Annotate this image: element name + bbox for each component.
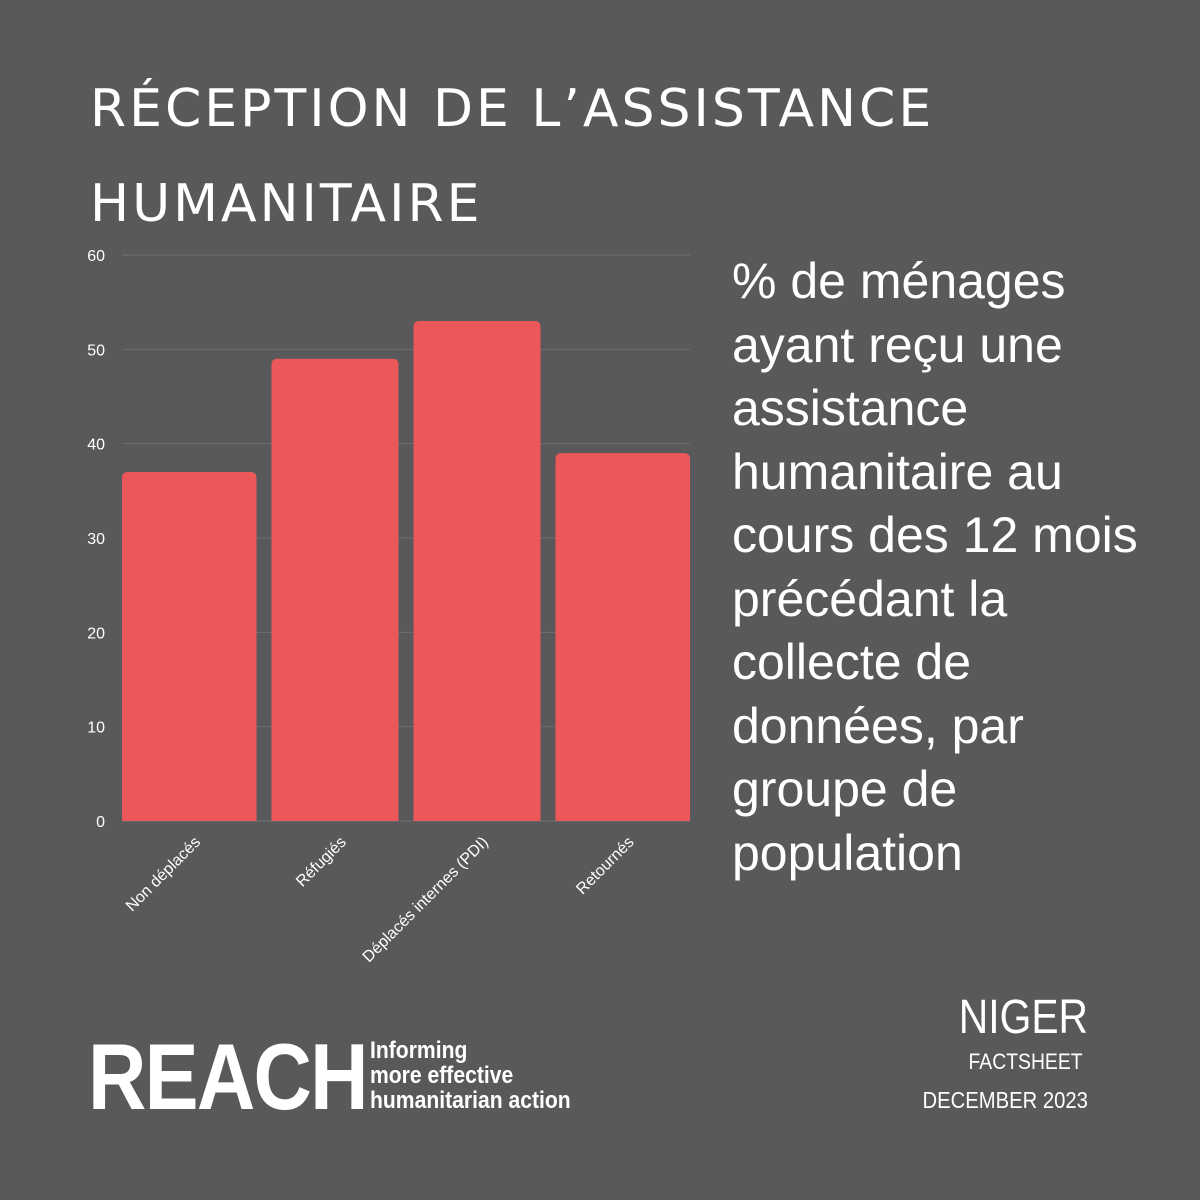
tagline-line-2: more effective	[370, 1062, 514, 1089]
y-tick-label: 30	[87, 531, 105, 548]
x-tick-label: Retournés	[573, 834, 637, 898]
y-tick-label: 20	[87, 625, 105, 642]
title-line-2: HUMANITAIRE	[90, 174, 483, 234]
reach-logo: REACH	[88, 1024, 369, 1129]
bar	[122, 471, 257, 821]
y-tick-label: 10	[87, 720, 105, 737]
country-label: NIGER	[958, 991, 1088, 1044]
x-tick-label: Non déplacés	[123, 834, 204, 915]
reach-tagline: Informing more effective humanitarian ac…	[370, 1038, 571, 1113]
tagline-line-3: humanitarian action	[370, 1087, 571, 1114]
y-tick-label: 60	[87, 248, 105, 265]
bars	[122, 321, 690, 821]
x-tick-label: Déplacés internes (PDI)	[360, 834, 492, 966]
bar-chart: 0 10 20 30 40 50 60 Non déplacés Réfugiés Déplac…	[87, 248, 690, 966]
x-axis-ticks: Non déplacés Réfugiés Déplacés internes (P…	[123, 834, 638, 966]
bar	[555, 453, 690, 821]
y-tick-label: 50	[87, 342, 105, 359]
bar	[271, 358, 399, 821]
y-tick-label: 0	[96, 814, 105, 831]
document-type: FACTSHEET	[968, 1049, 1083, 1074]
tagline-line-1: Informing	[370, 1037, 468, 1064]
title-line-1: RÉCEPTION DE L’ASSISTANCE	[90, 79, 935, 139]
y-tick-label: 40	[87, 437, 105, 454]
bar	[413, 321, 541, 821]
y-axis-ticks: 0 10 20 30 40 50 60	[87, 248, 105, 831]
chart-description: % de ménages ayant reçu une assistance h…	[732, 253, 1138, 881]
page-title: RÉCEPTION DE L’ASSISTANCE HUMANITAIRE	[90, 62, 990, 252]
publication-date: DECEMBER 2023	[922, 1087, 1088, 1113]
x-tick-label: Réfugiés	[293, 834, 350, 891]
